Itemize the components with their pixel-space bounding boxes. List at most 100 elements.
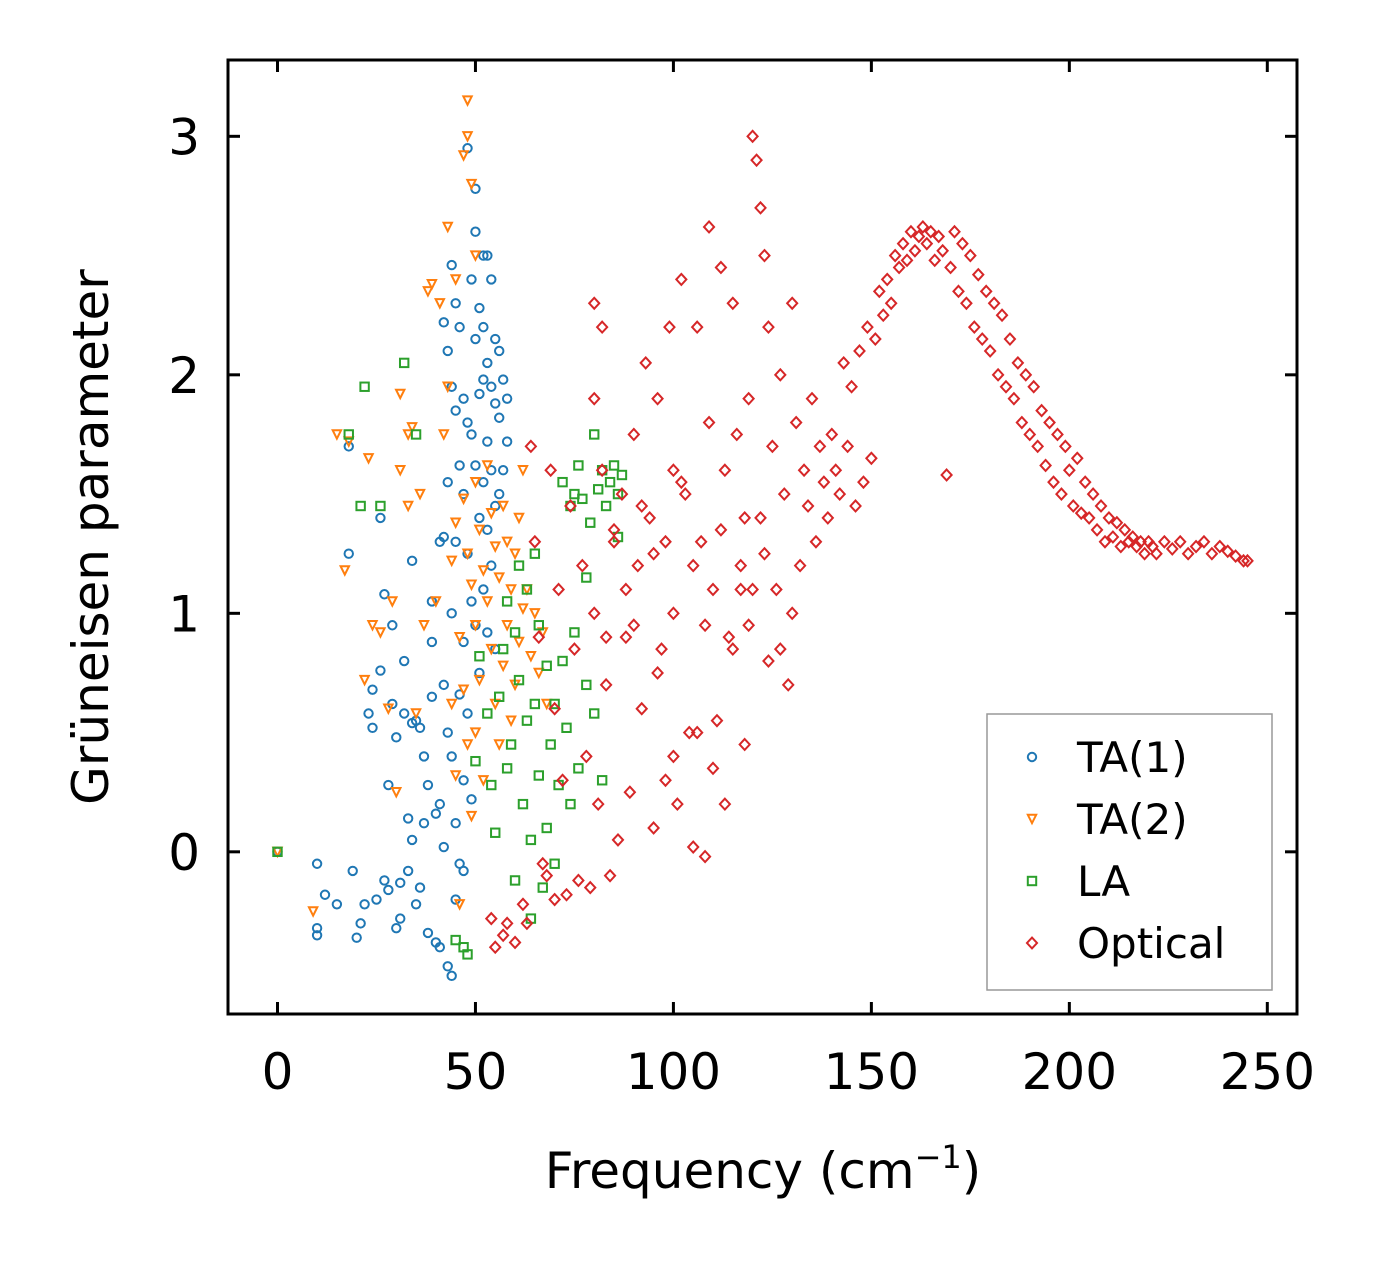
data-point-ta-2 xyxy=(418,620,430,632)
data-point-la xyxy=(501,763,513,774)
data-point-ta-1 xyxy=(426,636,438,648)
data-point-ta-1 xyxy=(497,465,509,476)
data-point-optical xyxy=(912,229,926,244)
data-point-ta-2 xyxy=(509,548,521,561)
data-point-la xyxy=(513,674,525,686)
data-point-optical xyxy=(765,439,779,454)
data-point-ta-2 xyxy=(461,95,474,107)
data-point-optical xyxy=(714,522,728,537)
data-point-optical xyxy=(548,892,562,907)
data-point-ta-1 xyxy=(446,751,457,762)
data-point-optical xyxy=(647,821,661,835)
data-point-ta-1 xyxy=(501,436,513,447)
data-point-ta-1 xyxy=(414,722,426,733)
data-point-ta-2 xyxy=(532,667,545,680)
legend: TA(1) TA(2) LA Optical xyxy=(986,713,1273,991)
data-point-optical xyxy=(789,415,803,430)
data-point-optical xyxy=(971,267,985,282)
data-point-la xyxy=(581,572,592,583)
data-point-la xyxy=(573,460,584,471)
data-point-ta-2 xyxy=(517,603,529,615)
data-point-optical xyxy=(722,630,736,645)
data-point-ta-2 xyxy=(477,775,490,787)
data-point-optical xyxy=(979,284,993,299)
data-point-ta-2 xyxy=(497,500,509,513)
data-point-la xyxy=(596,775,608,786)
data-point-ta-1 xyxy=(466,596,477,607)
data-point-ta-2 xyxy=(517,465,529,477)
data-point-optical xyxy=(571,873,585,888)
data-point-ta-1 xyxy=(478,476,489,488)
data-point-optical xyxy=(963,248,977,263)
data-point-ta-1 xyxy=(331,899,343,910)
data-point-optical xyxy=(999,379,1013,394)
data-point-ta-1 xyxy=(482,627,493,638)
data-point-optical xyxy=(686,558,700,573)
data-point-ta-1 xyxy=(478,374,489,385)
data-point-ta-2 xyxy=(342,436,355,449)
data-point-optical xyxy=(1062,463,1076,478)
data-point-optical xyxy=(1102,510,1116,525)
data-point-optical xyxy=(924,224,938,239)
data-point-ta-2 xyxy=(473,674,486,687)
data-point-ta-1 xyxy=(438,531,449,543)
data-point-optical xyxy=(868,332,882,346)
data-point-ta-2 xyxy=(457,684,470,697)
data-point-ta-1 xyxy=(319,889,331,900)
data-point-ta-2 xyxy=(457,150,470,162)
x-tick-label: 150 xyxy=(824,1043,919,1101)
data-point-optical xyxy=(1237,553,1250,568)
data-point-optical xyxy=(773,642,787,657)
data-point-optical xyxy=(639,355,653,370)
data-point-ta-1 xyxy=(383,884,394,896)
data-point-optical xyxy=(532,630,546,645)
data-point-optical xyxy=(686,840,700,854)
data-point-ta-2 xyxy=(489,541,502,553)
data-point-optical xyxy=(698,618,712,633)
data-point-ta-1 xyxy=(359,899,370,910)
data-point-ta-2 xyxy=(382,703,395,716)
data-point-ta-1 xyxy=(494,412,505,423)
data-point-optical xyxy=(718,797,732,812)
data-point-ta-2 xyxy=(485,643,498,656)
data-point-optical xyxy=(568,642,581,657)
legend-marker-ta-2 xyxy=(1026,813,1038,826)
data-point-ta-2 xyxy=(441,221,454,234)
data-point-la xyxy=(470,755,481,767)
data-point-ta-2 xyxy=(386,596,399,608)
data-point-ta-2 xyxy=(445,698,458,711)
data-point-optical xyxy=(730,427,744,442)
data-point-ta-1 xyxy=(478,584,489,595)
data-point-ta-1 xyxy=(398,708,410,719)
data-point-optical xyxy=(833,487,847,502)
data-point-la xyxy=(359,381,370,392)
data-point-optical xyxy=(690,320,704,335)
data-point-ta-1 xyxy=(466,429,477,440)
data-point-optical xyxy=(892,260,906,275)
data-point-la xyxy=(525,834,537,846)
data-point-optical xyxy=(528,534,542,549)
data-point-optical xyxy=(607,522,621,537)
data-point-la xyxy=(517,798,529,810)
data-point-ta-2 xyxy=(501,620,513,632)
data-point-ta-1 xyxy=(430,808,442,819)
data-point-optical xyxy=(595,463,609,478)
data-point-optical xyxy=(1205,546,1219,561)
data-point-ta-2 xyxy=(410,708,422,720)
data-point-optical xyxy=(1241,553,1254,568)
data-point-optical xyxy=(1138,546,1151,561)
y-tick-label: 0 xyxy=(168,824,200,882)
data-point-la xyxy=(589,429,600,440)
data-point-ta-1 xyxy=(311,930,323,941)
data-point-ta-2 xyxy=(461,739,474,751)
data-point-optical xyxy=(940,468,954,482)
data-point-optical xyxy=(773,367,787,382)
data-point-ta-2 xyxy=(422,286,434,298)
legend-label-ta-1: TA(1) xyxy=(1076,733,1188,782)
data-point-ta-1 xyxy=(375,512,386,524)
data-point-ta-2 xyxy=(513,636,525,649)
data-point-la xyxy=(604,476,616,488)
data-point-la xyxy=(486,779,497,791)
data-point-ta-1 xyxy=(355,918,366,929)
data-point-optical xyxy=(754,200,767,215)
